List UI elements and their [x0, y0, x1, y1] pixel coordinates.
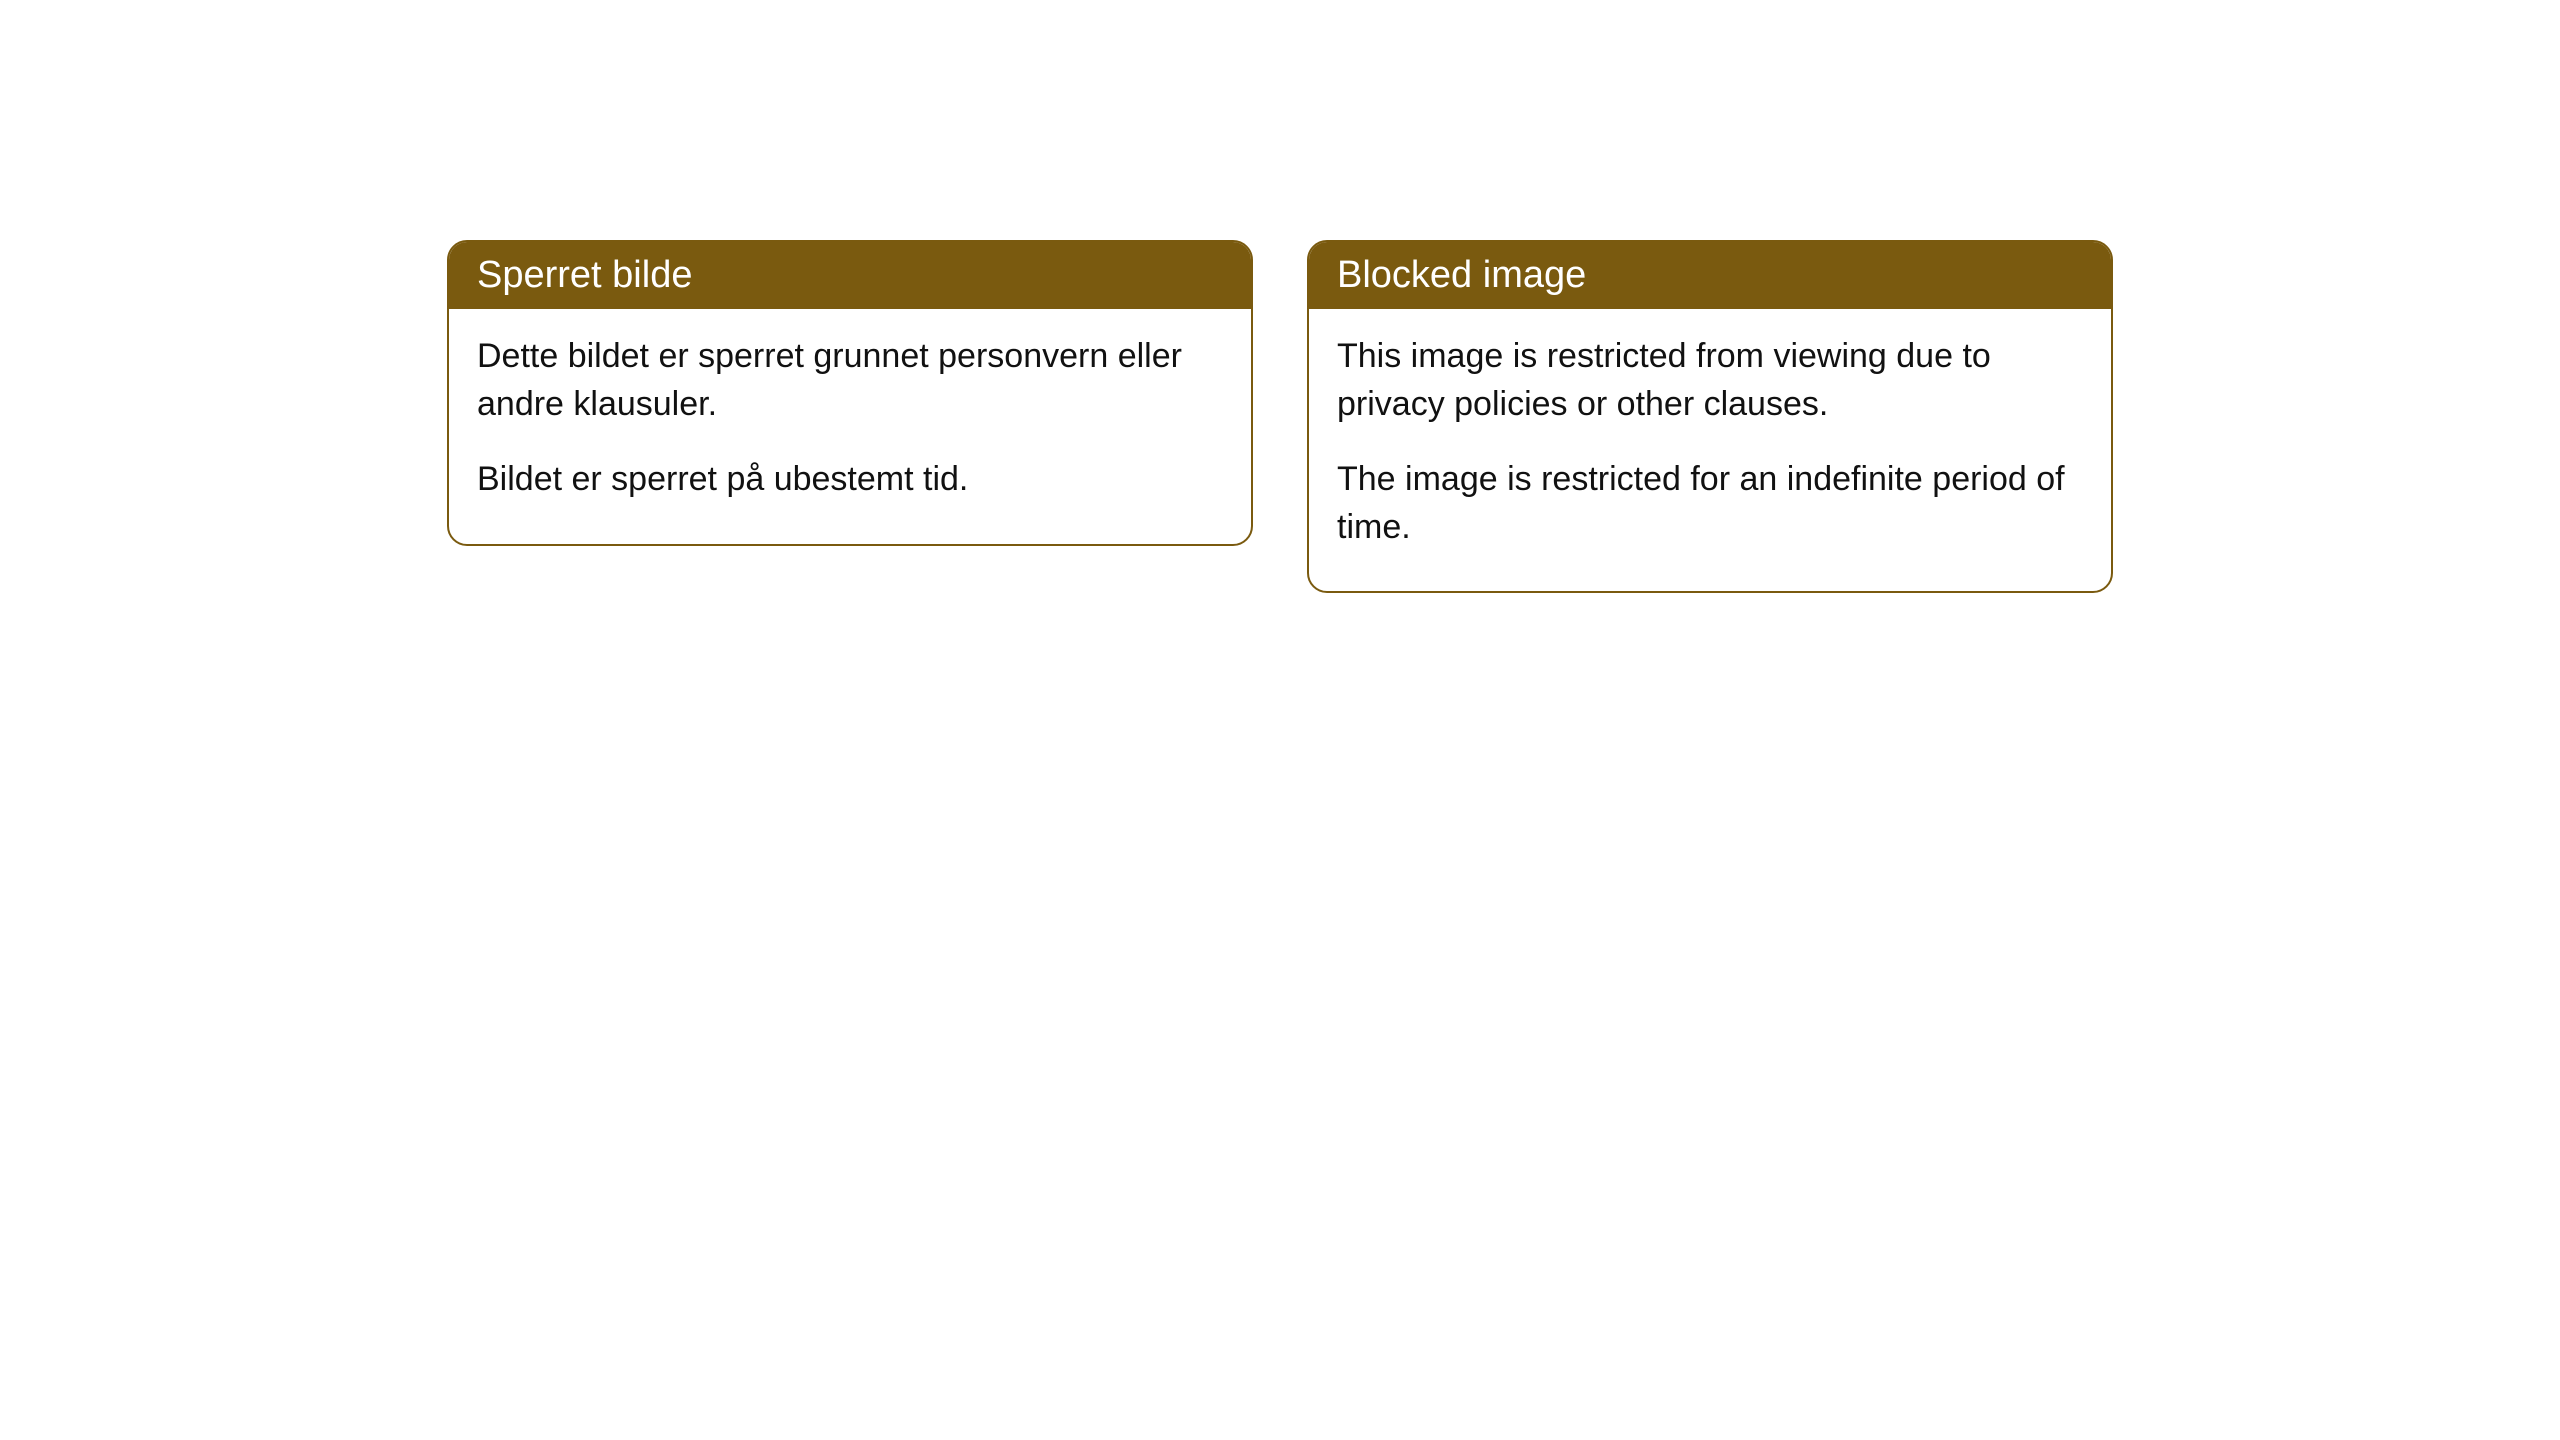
blocked-image-card-english: Blocked image This image is restricted f… [1307, 240, 2113, 593]
card-body-norwegian: Dette bildet er sperret grunnet personve… [449, 309, 1251, 544]
card-title-english: Blocked image [1309, 242, 2111, 309]
card-paragraph-2-norwegian: Bildet er sperret på ubestemt tid. [477, 456, 1223, 504]
card-paragraph-2-english: The image is restricted for an indefinit… [1337, 456, 2083, 551]
notice-cards-container: Sperret bilde Dette bildet er sperret gr… [447, 240, 2113, 1440]
blocked-image-card-norwegian: Sperret bilde Dette bildet er sperret gr… [447, 240, 1253, 546]
card-paragraph-1-norwegian: Dette bildet er sperret grunnet personve… [477, 333, 1223, 428]
card-title-norwegian: Sperret bilde [449, 242, 1251, 309]
card-paragraph-1-english: This image is restricted from viewing du… [1337, 333, 2083, 428]
card-body-english: This image is restricted from viewing du… [1309, 309, 2111, 591]
